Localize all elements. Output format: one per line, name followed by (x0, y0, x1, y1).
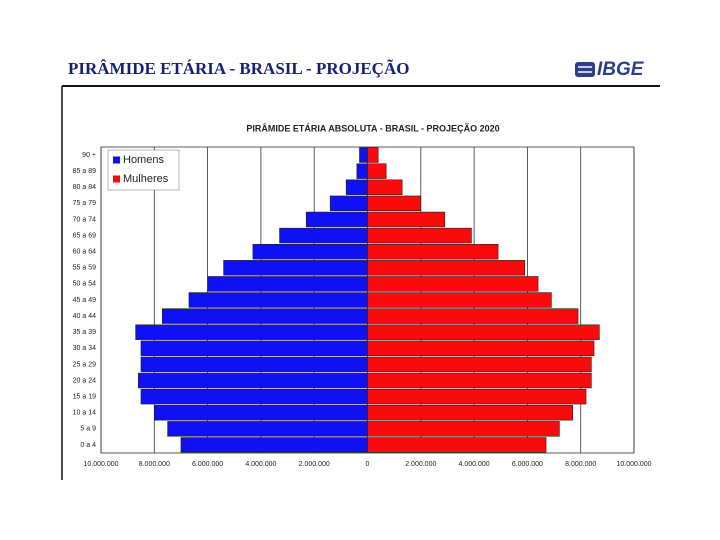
bar (188, 292, 368, 308)
y-tick-label: 45 a 49 (73, 297, 96, 304)
bar (367, 421, 560, 437)
bar (367, 356, 592, 373)
legend-label: Homens (123, 154, 164, 166)
x-tick-label: 6.000.000 (512, 461, 543, 468)
y-tick-label: 20 a 24 (73, 377, 96, 384)
bar (367, 405, 574, 421)
bar (367, 260, 526, 276)
y-tick-label: 40 a 44 (73, 313, 96, 320)
bar (367, 308, 579, 324)
y-tick-label: 80 a 84 (73, 184, 96, 191)
bar (367, 147, 379, 163)
bar (140, 356, 368, 373)
bar (367, 179, 403, 195)
bar (367, 372, 592, 389)
y-tick-label: 65 a 69 (73, 232, 96, 239)
bar (140, 388, 368, 405)
logo-icon (575, 62, 595, 77)
y-tick-label: 70 a 74 (73, 216, 96, 223)
logo-text: IBGE (597, 59, 645, 80)
y-tick-label: 5 a 9 (80, 426, 96, 433)
x-tick-label: 10.000.000 (616, 461, 651, 468)
y-tick-label: 75 a 79 (73, 200, 96, 207)
bar (140, 340, 368, 357)
bar (367, 388, 587, 405)
y-tick-label: 55 a 59 (73, 265, 96, 272)
bar (367, 211, 446, 228)
logo: IBGE (575, 59, 645, 80)
bar (367, 195, 422, 212)
legend-label: Mulheres (123, 173, 169, 185)
bar (252, 243, 368, 260)
y-tick-label: 35 a 39 (73, 329, 96, 336)
legend-swatch (113, 175, 120, 183)
bar (367, 324, 600, 340)
bar (356, 163, 368, 179)
x-tick-label: 8.000.000 (139, 461, 170, 468)
y-tick-label: 25 a 29 (73, 361, 96, 368)
bar (223, 260, 368, 276)
x-tick-label: 8.000.000 (565, 461, 596, 468)
y-tick-label: 50 a 54 (73, 281, 96, 288)
y-tick-label: 85 a 89 (73, 168, 96, 175)
y-tick-label: 0 a 4 (80, 442, 96, 449)
slide-title: PIRÂMIDE ETÁRIA - BRASIL - PROJEÇÃO (68, 59, 409, 78)
x-tick-label: 6.000.000 (192, 461, 223, 468)
bar (367, 163, 387, 179)
y-tick-label: 60 a 64 (73, 249, 96, 256)
bar (279, 227, 368, 244)
bar (135, 324, 368, 340)
bar (367, 340, 595, 357)
bar (154, 405, 368, 421)
y-tick-label: 90 + (82, 152, 96, 159)
y-tick-label: 15 a 19 (73, 393, 96, 400)
bar (161, 308, 368, 324)
bar (367, 437, 547, 453)
x-tick-label: 10.000.000 (83, 461, 118, 468)
chart-title: PIRÂMIDE ETÁRIA ABSOLUTA - BRASIL - PROJ… (246, 122, 499, 133)
bar (180, 437, 368, 453)
legend-swatch (113, 156, 120, 164)
bar (207, 276, 368, 292)
bar (329, 195, 368, 212)
x-tick-label: 2.000.000 (405, 461, 436, 468)
x-tick-label: 2.000.000 (299, 461, 330, 468)
bar (167, 421, 368, 437)
bar (367, 227, 472, 244)
x-tick-label: 0 (366, 461, 370, 468)
bar (359, 147, 368, 163)
bar (367, 276, 539, 292)
y-tick-label: 30 a 34 (73, 345, 96, 352)
bar (345, 179, 368, 195)
bar (138, 372, 368, 389)
bar (367, 243, 499, 260)
bar (305, 211, 368, 228)
x-tick-label: 4.000.000 (245, 461, 276, 468)
bar (367, 292, 552, 308)
y-tick-label: 10 a 14 (73, 410, 96, 417)
x-tick-label: 4.000.000 (459, 461, 490, 468)
